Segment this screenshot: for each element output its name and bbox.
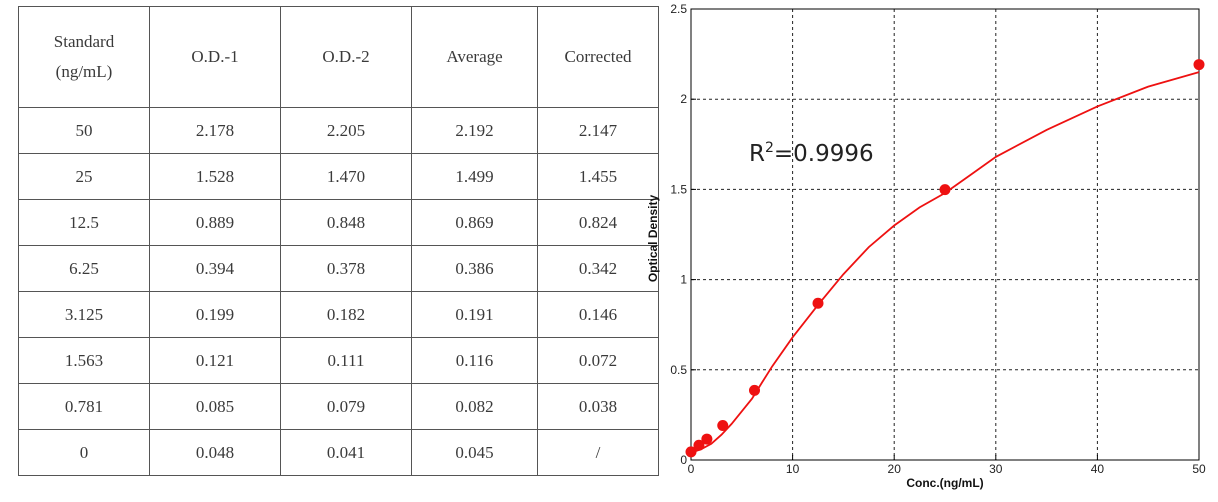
cell-corrected: 0.146 <box>537 291 659 338</box>
x-tick-label: 50 <box>1192 462 1206 476</box>
y-tick-label: 0.5 <box>670 363 687 377</box>
cell-average: 0.386 <box>411 245 538 292</box>
cell-od2: 0.111 <box>280 337 412 384</box>
standard-curve-chart: 0 10 20 30 40 50 0 0.5 1 1.5 2 2.5 Conc.(ng/mL) Optic… <box>646 2 1206 490</box>
fit-curve <box>690 71 1200 454</box>
data-point <box>749 384 760 396</box>
cell-average: 0.116 <box>411 337 538 384</box>
x-tick-label: 0 <box>688 462 695 476</box>
cell-corrected: 0.824 <box>537 199 659 246</box>
table-row: 0.781 0.085 0.079 0.082 0.038 <box>18 383 659 430</box>
cell-average: 2.192 <box>411 107 538 154</box>
cell-standard: 1.563 <box>18 337 150 384</box>
table-row: 0 0.048 0.041 0.045/ <box>18 429 659 476</box>
y-tick-label: 1.5 <box>670 182 687 196</box>
r-squared-value: =0.9996 <box>774 141 874 167</box>
cell-od2: 0.041 <box>280 429 412 476</box>
data-point <box>701 433 713 445</box>
data-point <box>939 184 951 196</box>
cell-od2: 1.470 <box>280 153 412 200</box>
cell-corrected: 0.342 <box>537 245 659 292</box>
y-tick-label: 0 <box>680 453 687 467</box>
cell-od1: 0.889 <box>149 199 281 246</box>
header-average: Average <box>411 6 538 108</box>
cell-od1: 0.199 <box>149 291 281 338</box>
cell-standard: 0.781 <box>18 383 150 430</box>
header-corrected: Corrected <box>537 6 659 108</box>
cell-standard: 3.125 <box>18 291 150 338</box>
r-squared-prefix: R <box>749 141 765 167</box>
y-tick-label: 2.5 <box>670 2 687 16</box>
cell-od2: 0.079 <box>280 383 412 430</box>
plot-frame <box>690 8 1200 461</box>
cell-average: 1.499 <box>411 153 538 200</box>
table-row: 1.563 0.121 0.111 0.116 0.072 <box>18 337 659 384</box>
x-tick-label: 40 <box>1091 462 1105 476</box>
data-point <box>1193 59 1205 71</box>
cell-corrected: / <box>537 429 659 476</box>
x-tick-label: 20 <box>888 462 902 476</box>
x-tick-label: 10 <box>786 462 800 476</box>
cell-od1: 1.528 <box>149 153 281 200</box>
header-od2: O.D.-2 <box>280 6 412 108</box>
table-row: 3.125 0.199 0.182 0.191 0.146 <box>18 291 659 338</box>
cell-od1: 0.121 <box>149 337 281 384</box>
cell-corrected: 2.147 <box>537 107 659 154</box>
r-squared-superscript: 2 <box>765 140 774 156</box>
cell-average: 0.082 <box>411 383 538 430</box>
header-standard-label: Standard <box>53 32 115 51</box>
table-row: 6.25 0.394 0.378 0.386 0.342 <box>18 245 659 292</box>
header-od1: O.D.-1 <box>149 6 281 108</box>
cell-od1: 0.085 <box>149 383 281 430</box>
standards-table: Standard (ng/mL) O.D.-1 O.D.-2 Average C… <box>18 6 659 476</box>
y-tick-label: 1 <box>680 273 687 287</box>
data-point <box>693 439 705 451</box>
cell-od1: 2.178 <box>149 107 281 154</box>
cell-od2: 0.848 <box>280 199 412 246</box>
cell-corrected: 0.038 <box>537 383 659 430</box>
cell-average: 0.191 <box>411 291 538 338</box>
table-header-row: Standard (ng/mL) O.D.-1 O.D.-2 Average C… <box>18 6 659 108</box>
header-standard: Standard (ng/mL) <box>18 6 150 108</box>
y-tick-label: 2 <box>680 92 687 106</box>
cell-standard: 50 <box>18 107 150 154</box>
cell-od2: 0.182 <box>280 291 412 338</box>
cell-corrected: 0.072 <box>537 337 659 384</box>
table-row: 12.5 0.889 0.848 0.869 0.824 <box>18 199 659 246</box>
data-point <box>812 297 824 309</box>
cell-od2: 0.378 <box>280 245 412 292</box>
y-axis-title: Optical Density <box>646 194 660 282</box>
cell-average: 0.045 <box>411 429 538 476</box>
r-squared-annotation: R2=0.9996 <box>749 140 874 167</box>
data-point <box>685 446 697 458</box>
cell-standard: 0 <box>18 429 150 476</box>
cell-standard: 25 <box>18 153 150 200</box>
cell-od1: 0.394 <box>149 245 281 292</box>
cell-average: 0.869 <box>411 199 538 246</box>
cell-standard: 12.5 <box>18 199 150 246</box>
cell-od2: 2.205 <box>280 107 412 154</box>
data-point <box>717 420 729 432</box>
x-tick-label: 30 <box>989 462 1003 476</box>
x-axis-title: Conc.(ng/mL) <box>906 476 983 490</box>
cell-od1: 0.048 <box>149 429 281 476</box>
table-row: 50 2.178 2.205 2.192 2.147 <box>18 107 659 154</box>
cell-standard: 6.25 <box>18 245 150 292</box>
table-row: 25 1.528 1.470 1.499 1.455 <box>18 153 659 200</box>
header-standard-unit: (ng/mL) <box>55 62 113 81</box>
